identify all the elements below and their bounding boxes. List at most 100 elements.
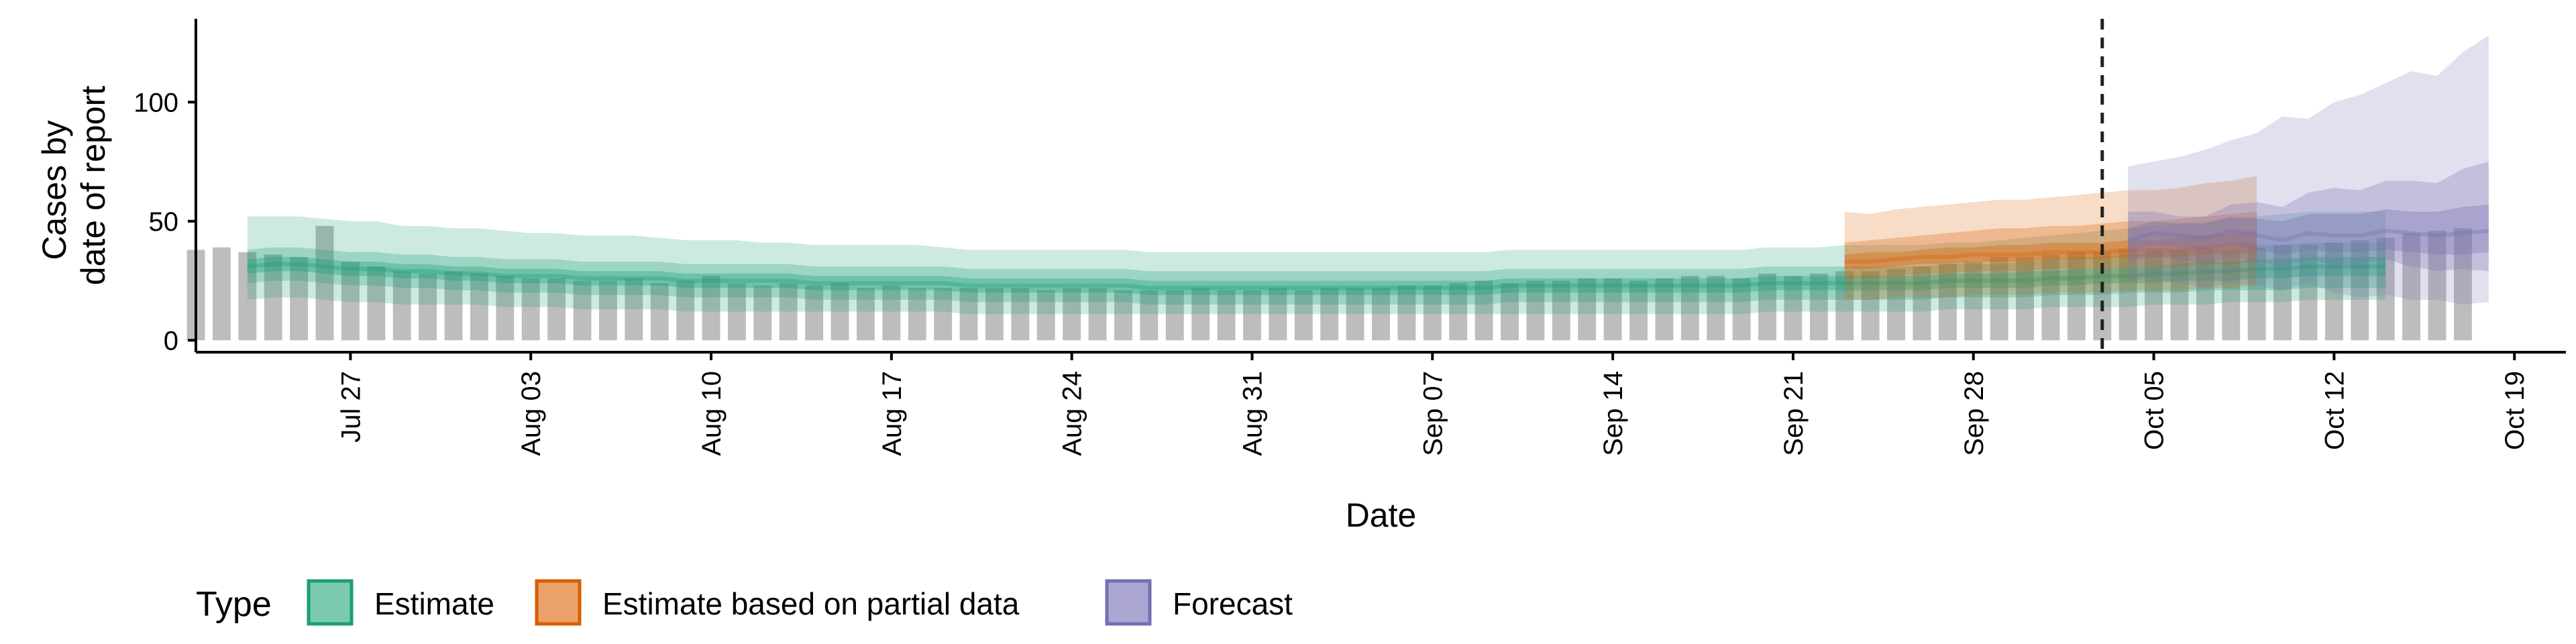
bar-reported-47 (1372, 288, 1390, 341)
bar-reported-73 (2041, 254, 2060, 341)
ribbon-20 (1844, 231, 2257, 269)
bar-reported-42 (1243, 290, 1261, 341)
bar-reported-36 (1088, 288, 1107, 341)
ribbon-20 (247, 257, 2386, 295)
bar-reported-53 (1526, 280, 1545, 341)
bar-reported-64 (1809, 273, 1828, 341)
y-tick-label: 50 (149, 207, 179, 237)
legend-swatch (535, 579, 582, 626)
bar-reported-30 (934, 288, 953, 341)
median-line (1844, 243, 2257, 264)
bar-reported-52 (1501, 283, 1519, 341)
bar-reported-35 (1063, 288, 1081, 341)
bar-reported-89 (2453, 228, 2472, 341)
x-tick-label: Oct 19 (2500, 371, 2530, 450)
bar-reported-76 (2118, 250, 2137, 341)
legend: Type Estimate Estimate based on partial d… (196, 579, 1293, 626)
bar-reported-20 (676, 280, 695, 341)
bar-reported-14 (521, 278, 540, 341)
series-estimate (247, 211, 2386, 315)
legend-item-forecast: Forecast (1105, 579, 1293, 626)
legend-swatch (1105, 579, 1152, 626)
bar-reported-48 (1397, 285, 1416, 341)
bar-reported-40 (1191, 288, 1210, 341)
bar-reported-34 (1036, 290, 1055, 341)
bar-reported-67 (1887, 268, 1905, 341)
bar-reported-45 (1320, 288, 1339, 341)
x-tick-label: Jul 27 (336, 371, 366, 443)
bar-reported-25 (805, 285, 824, 341)
bar-reported-77 (2145, 250, 2163, 341)
legend-item-estimate: Estimate (307, 579, 494, 626)
bar-reported-2 (212, 247, 231, 341)
x-tick-label: Sep 14 (1599, 371, 1628, 456)
bar-reported-22 (728, 283, 746, 341)
bar-reported-62 (1758, 273, 1776, 341)
legend-label: Estimate (374, 586, 494, 621)
bar-reported-16 (573, 280, 592, 341)
x-tick-label: Oct 12 (2320, 371, 2349, 450)
bar-reported-41 (1217, 290, 1236, 341)
bar-reported-69 (1938, 264, 1957, 341)
ribbon-50 (1844, 211, 2257, 278)
legend-label: Forecast (1173, 586, 1293, 621)
median-line (2127, 228, 2489, 243)
bar-reported-88 (2428, 230, 2447, 341)
bar-reported-31 (959, 288, 978, 341)
bar-reported-86 (2376, 237, 2395, 341)
bar-reported-83 (2299, 245, 2318, 341)
bar-reported-38 (1140, 290, 1159, 341)
x-tick-label: Aug 24 (1058, 371, 1087, 456)
bar-reported-39 (1165, 290, 1184, 341)
legend-item-estimate-based-on-partial-data: Estimate based on partial data (535, 579, 1020, 626)
bar-reported-27 (857, 288, 875, 341)
bar-reported-68 (1913, 266, 1931, 341)
bar-reported-3 (238, 252, 257, 341)
bar-reported-44 (1294, 290, 1313, 341)
bar-reported-21 (702, 276, 720, 341)
ribbon-90 (2128, 35, 2489, 305)
y-tick-label: 0 (164, 326, 178, 356)
series-estimate-based-on-partial-data (1844, 176, 2257, 300)
bar-reported-28 (882, 285, 901, 341)
x-axis-title: Date (1346, 496, 1417, 534)
bar-reported-71 (1990, 257, 2008, 341)
reported-cases-bars (186, 225, 2472, 341)
bar-reported-84 (2324, 242, 2343, 341)
y-tick-label: 100 (133, 88, 178, 117)
bar-reported-74 (2067, 252, 2086, 341)
bar-reported-46 (1346, 288, 1364, 341)
x-tick-label: Aug 10 (697, 371, 727, 456)
bar-reported-8 (367, 266, 386, 341)
bar-reported-5 (290, 257, 309, 341)
bar-reported-87 (2402, 233, 2421, 341)
bar-reported-7 (341, 262, 360, 341)
bar-reported-54 (1552, 280, 1570, 341)
bar-reported-78 (2170, 250, 2189, 341)
y-axis-ticks: 0 50 100 (133, 88, 196, 356)
ribbon-50 (247, 242, 2386, 305)
bar-reported-57 (1629, 280, 1648, 341)
bar-reported-65 (1835, 271, 1854, 341)
bar-reported-72 (2016, 257, 2034, 341)
bar-reported-12 (470, 273, 488, 341)
bar-reported-9 (392, 271, 411, 341)
bar-reported-59 (1680, 276, 1699, 341)
x-tick-label: Oct 05 (2140, 371, 2169, 450)
bar-reported-70 (1964, 262, 1983, 341)
x-tick-label: Aug 17 (877, 371, 907, 456)
bar-reported-82 (2273, 245, 2292, 341)
y-axis-title-line-1: Cases by (36, 120, 73, 260)
bar-reported-50 (1449, 283, 1468, 341)
bar-reported-11 (444, 271, 463, 341)
bar-reported-55 (1578, 278, 1597, 341)
bar-reported-43 (1269, 288, 1287, 341)
median-line (247, 262, 2386, 290)
bar-reported-15 (547, 278, 566, 341)
x-tick-label: Aug 03 (517, 371, 546, 456)
series-forecast (2127, 35, 2489, 305)
ribbon-20 (2128, 204, 2489, 255)
bar-reported-10 (419, 273, 437, 341)
bar-reported-81 (2247, 247, 2266, 341)
